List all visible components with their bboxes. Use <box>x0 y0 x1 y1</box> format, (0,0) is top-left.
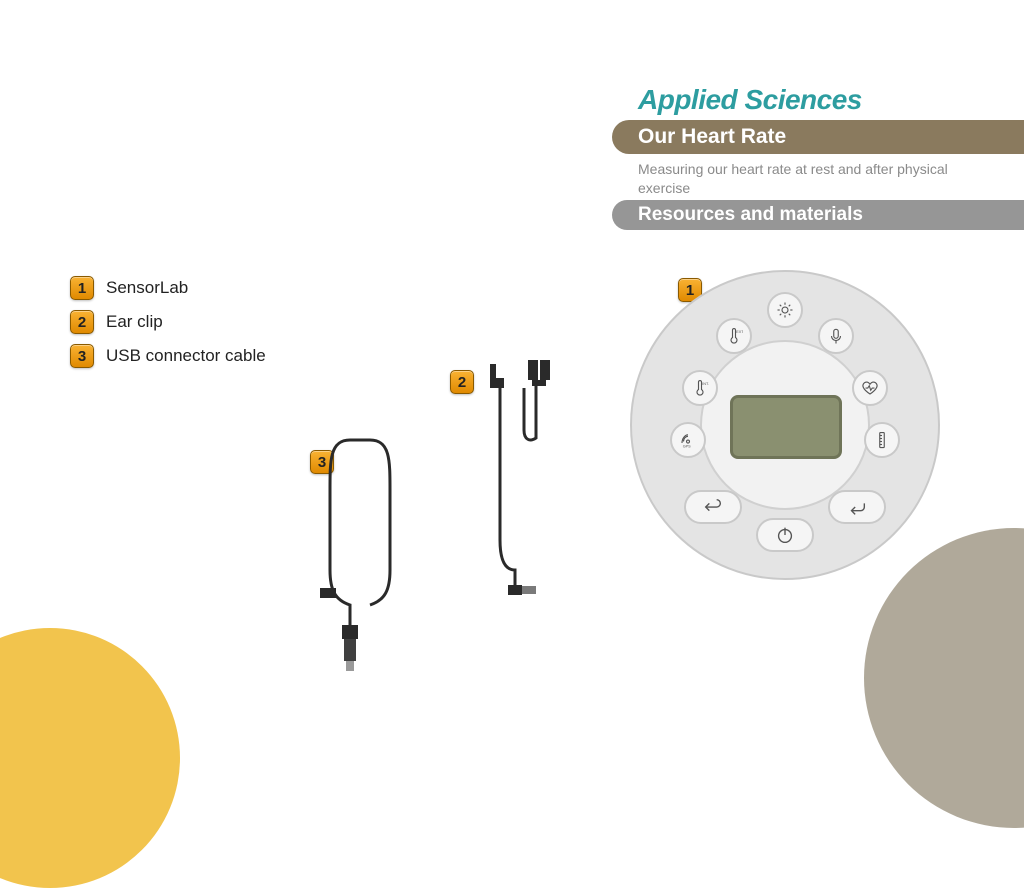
materials-list: 1 SensorLab 2 Ear clip 3 USB connector c… <box>70 276 266 378</box>
list-item: 2 Ear clip <box>70 310 266 334</box>
sensorlab-device: EXT. GPS INT. <box>630 270 940 580</box>
heart-icon <box>852 370 888 406</box>
gps-icon: GPS <box>670 422 706 458</box>
page-title: Our Heart Rate <box>638 125 786 149</box>
material-label: Ear clip <box>106 312 163 332</box>
mic-icon <box>818 318 854 354</box>
page-subtitle: Measuring our heart rate at rest and aft… <box>638 160 958 198</box>
list-item: 3 USB connector cable <box>70 344 266 368</box>
decorative-circle-yellow <box>0 628 180 888</box>
usb-cable-illustration <box>320 430 400 685</box>
page-title-bar: Our Heart Rate <box>612 120 1024 154</box>
back-button-icon <box>684 490 742 524</box>
brand-title: Applied Sciences <box>638 84 862 116</box>
number-badge: 3 <box>70 344 94 368</box>
device-screen <box>730 395 842 459</box>
power-button-icon <box>756 518 814 552</box>
number-badge: 2 <box>70 310 94 334</box>
svg-text:INT.: INT. <box>702 382 709 386</box>
svg-text:EXT.: EXT. <box>736 330 743 334</box>
section-heading-bar: Resources and materials <box>612 200 1024 230</box>
material-label: SensorLab <box>106 278 188 298</box>
ruler-icon <box>864 422 900 458</box>
ear-clip-illustration <box>470 360 570 625</box>
enter-button-icon <box>828 490 886 524</box>
int-temp-icon: INT. <box>682 370 718 406</box>
material-label: USB connector cable <box>106 346 266 366</box>
list-item: 1 SensorLab <box>70 276 266 300</box>
ext-temp-icon: EXT. <box>716 318 752 354</box>
svg-text:GPS: GPS <box>683 445 691 449</box>
section-heading: Resources and materials <box>638 204 863 226</box>
number-badge: 1 <box>70 276 94 300</box>
brightness-icon <box>767 292 803 328</box>
